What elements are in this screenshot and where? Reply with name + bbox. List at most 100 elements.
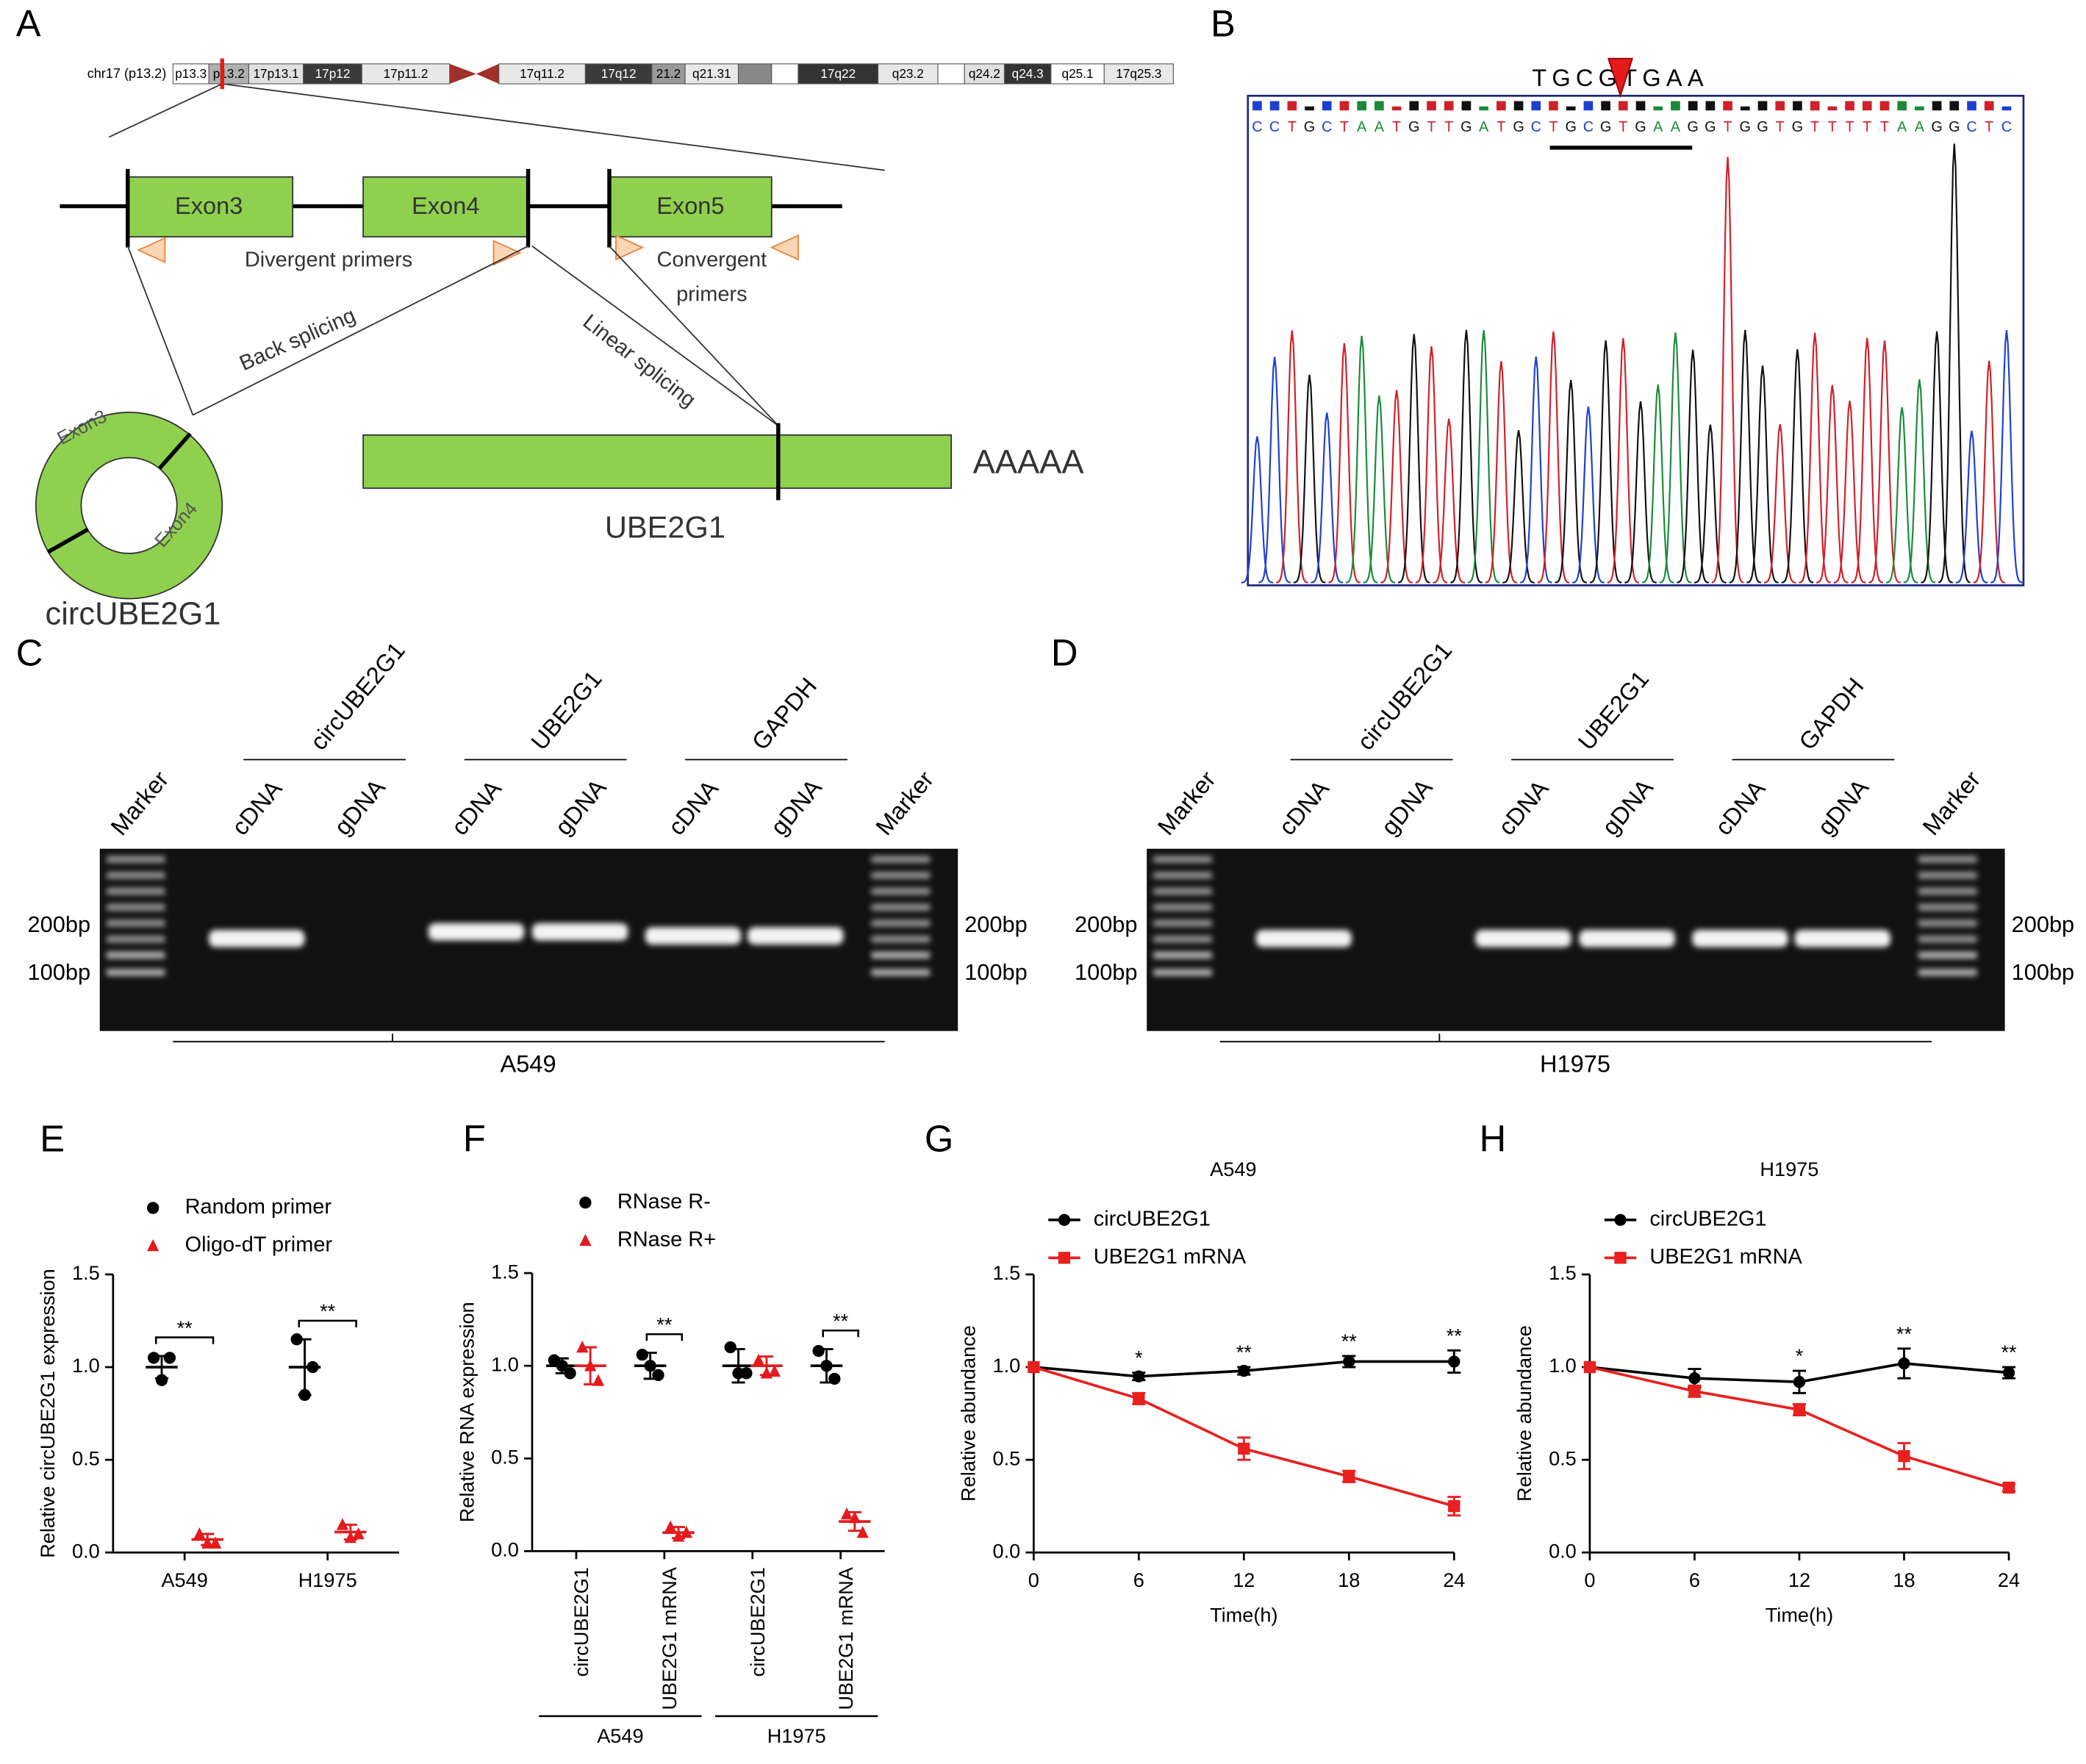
y-tick-label: 0.5 <box>1549 1446 1577 1469</box>
significance-label: ** <box>177 1316 193 1339</box>
base-letter: G <box>1740 119 1751 135</box>
primer <box>137 237 166 263</box>
chromosome-band <box>1050 63 1105 85</box>
y-axis-label: Relative abundance <box>957 1325 980 1502</box>
significance-label: ** <box>656 1313 673 1336</box>
ladder-band <box>1918 936 1977 943</box>
ladder-band <box>106 952 165 959</box>
quality-box <box>1583 101 1594 111</box>
y-tick-label: 0.5 <box>993 1446 1021 1469</box>
ladder-band <box>1918 856 1977 863</box>
trace-peak <box>1519 356 1552 584</box>
quality-box <box>1305 106 1314 111</box>
data-point <box>290 1333 303 1346</box>
group-label: GAPDH <box>1793 673 1868 755</box>
legend-marker <box>146 1238 160 1252</box>
group-label: A549 <box>597 1724 643 1747</box>
ladder-band <box>1153 969 1212 976</box>
chromosome-name: chr17 (p13.2) <box>87 66 167 81</box>
quality-box <box>1723 101 1732 111</box>
base-letter: G <box>1513 119 1524 135</box>
data-point <box>828 1372 841 1385</box>
quality-box <box>1269 101 1280 111</box>
group-label: GAPDH <box>747 673 822 755</box>
significance-label: ** <box>1447 1324 1463 1347</box>
junction <box>158 432 192 470</box>
data-point <box>732 1367 745 1380</box>
primer-label: Divergent primers <box>245 248 412 271</box>
ladder-band <box>871 969 931 976</box>
ladder-band <box>871 856 931 863</box>
y-axis-label: Relative RNA expression <box>455 1302 478 1522</box>
lane-label: Marker <box>870 766 939 840</box>
y-tick-label: 1.0 <box>491 1352 519 1375</box>
legend-marker <box>1614 1252 1627 1264</box>
data-point <box>724 1341 736 1354</box>
legend-marker <box>146 1202 160 1214</box>
gel-band <box>1579 930 1675 947</box>
data-point <box>848 1510 861 1524</box>
trace-peak <box>1537 331 1570 584</box>
size-label: 100bp <box>28 959 91 985</box>
trace-peak <box>1293 374 1326 584</box>
gel-band <box>748 927 844 945</box>
chromatogram-frame <box>1247 94 2025 587</box>
exon-label: Exon4 <box>412 193 479 219</box>
y-tick-label: 0.5 <box>72 1446 100 1469</box>
legend-label: RNase R+ <box>617 1227 716 1251</box>
chromosome-band <box>172 63 209 85</box>
trace-peak <box>1921 331 1953 584</box>
trace-peak <box>1624 401 1657 584</box>
x-tick-label: UBE2G1 mRNA <box>834 1566 857 1710</box>
exon <box>362 176 529 238</box>
legend-label: Oligo-dT primer <box>185 1233 333 1257</box>
significance-label: ** <box>2001 1341 2017 1363</box>
y-tick-label: 0.0 <box>993 1539 1021 1562</box>
trace-peak <box>1607 337 1640 584</box>
chromosome-band <box>878 63 939 85</box>
data-point <box>336 1518 349 1530</box>
base-letter: T <box>1340 119 1349 135</box>
trace-peak <box>1955 430 1988 584</box>
base-letter: A <box>1374 119 1385 135</box>
trace-peak <box>1763 423 1796 584</box>
ladder-band <box>1918 919 1977 927</box>
base-letter: T <box>1863 119 1871 135</box>
legend-marker <box>579 1233 592 1247</box>
data-point <box>856 1526 869 1538</box>
base-letter: T <box>1497 119 1505 135</box>
legend-marker <box>1058 1252 1071 1264</box>
data-point <box>1238 1364 1250 1377</box>
data-point <box>1238 1442 1250 1455</box>
x-tick-label: circUBE2G1 <box>570 1567 592 1677</box>
y-tick-label: 1.0 <box>72 1354 100 1377</box>
x-tick-label: 24 <box>1443 1568 1465 1591</box>
base-letter: C <box>1322 119 1332 135</box>
panel-label: F <box>463 1117 486 1159</box>
group-label: circUBE2G1 <box>305 637 410 755</box>
data-point <box>209 1536 222 1549</box>
junction-marker <box>1607 57 1634 98</box>
x-tick-label: A549 <box>161 1568 207 1591</box>
trace-peak <box>1415 346 1448 584</box>
ladder-band <box>1153 952 1212 959</box>
trace-peak <box>1990 329 2023 584</box>
data-point <box>201 1536 214 1549</box>
gel-band <box>1475 930 1571 947</box>
exon-label: Exon5 <box>656 193 724 219</box>
legend-label: circUBE2G1 <box>1649 1207 1766 1230</box>
trace-peak <box>1467 329 1500 584</box>
trace-peak <box>1781 349 1814 584</box>
data-point <box>2002 1366 2015 1379</box>
panel-label: A <box>16 3 41 45</box>
chromosome-band <box>584 63 653 85</box>
quality-box <box>1671 101 1680 111</box>
panel-label: G <box>925 1117 953 1159</box>
data-point <box>1793 1376 1806 1388</box>
panel-label: E <box>40 1117 65 1159</box>
band-label: 17q25.3 <box>1116 66 1161 81</box>
centromere <box>476 63 499 85</box>
base-letter: A <box>1897 119 1907 135</box>
trace-peak <box>1450 329 1483 584</box>
data-point <box>820 1360 833 1372</box>
